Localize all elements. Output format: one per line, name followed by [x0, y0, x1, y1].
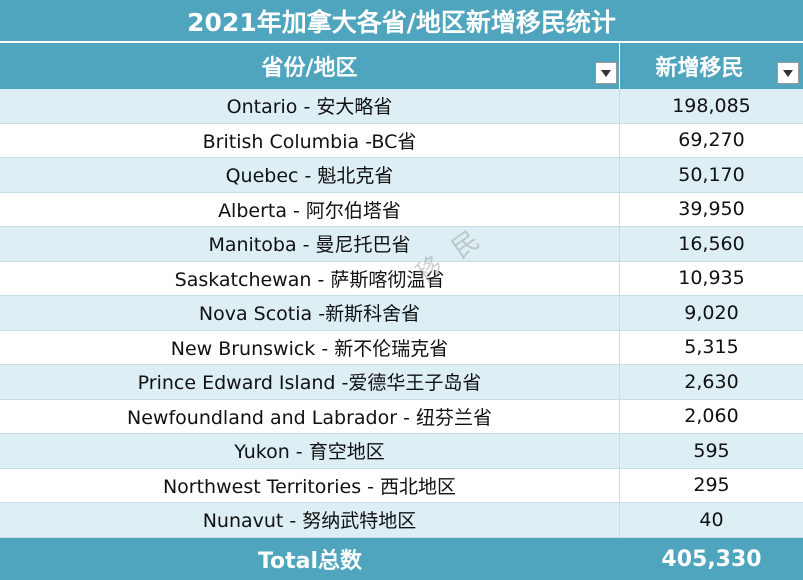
value-cell[interactable]: 50,170 [678, 163, 745, 186]
table-row[interactable]: Alberta - 阿尔伯塔省 39,950 [0, 192, 803, 227]
value-cell[interactable]: 10,935 [678, 267, 745, 290]
region-cell[interactable]: Saskatchewan - 萨斯喀彻温省 [0, 261, 620, 295]
table-row[interactable]: Nunavut - 努纳武特地区 40 [0, 503, 803, 538]
table-title: 2021年加拿大各省/地区新增移民统计 [0, 0, 803, 43]
value-cell[interactable]: 2,060 [684, 405, 739, 428]
region-cell[interactable]: Nova Scotia -新斯科舍省 [0, 296, 620, 330]
value-cell[interactable]: 595 [693, 439, 730, 462]
value-cell[interactable]: 295 [693, 474, 730, 497]
total-row: Total总数 405,330 [0, 538, 803, 580]
region-cell[interactable]: Alberta - 阿尔伯塔省 [0, 192, 620, 226]
region-cell[interactable]: New Brunswick - 新不伦瑞克省 [0, 330, 620, 364]
value-cell[interactable]: 69,270 [678, 129, 745, 152]
value-cell[interactable]: 9,020 [684, 301, 739, 324]
value-cell[interactable]: 5,315 [684, 336, 739, 359]
value-cell[interactable]: 198,085 [672, 94, 751, 117]
table-row[interactable]: Manitoba - 曼尼托巴省 16,560 [0, 227, 803, 262]
total-value: 405,330 [661, 546, 762, 572]
column-header-new-immigrants[interactable]: 新增移民 [620, 43, 803, 89]
value-cell[interactable]: 16,560 [678, 232, 745, 255]
column-header-region-label: 省份/地区 [261, 56, 358, 81]
region-cell[interactable]: Northwest Territories - 西北地区 [0, 468, 620, 502]
table-row[interactable]: Northwest Territories - 西北地区 295 [0, 468, 803, 503]
total-label: Total总数 [257, 549, 363, 574]
table-row[interactable]: British Columbia -BC省 69,270 [0, 123, 803, 158]
table-row[interactable]: Prince Edward Island -爱德华王子岛省 2,630 [0, 365, 803, 400]
region-cell[interactable]: British Columbia -BC省 [0, 123, 620, 157]
region-cell[interactable]: Prince Edward Island -爱德华王子岛省 [0, 365, 620, 399]
region-cell[interactable]: Nunavut - 努纳武特地区 [0, 503, 620, 537]
filter-dropdown-region-icon[interactable] [595, 62, 617, 84]
value-cell[interactable]: 2,630 [684, 370, 739, 393]
region-cell[interactable]: Manitoba - 曼尼托巴省 [0, 227, 620, 261]
table-body: Ontario - 安大略省 198,085 British Columbia -B… [0, 89, 803, 538]
filter-dropdown-new-immigrants-icon[interactable] [777, 62, 799, 84]
value-cell[interactable]: 39,950 [678, 198, 745, 221]
table-row[interactable]: Ontario - 安大略省 198,085 [0, 89, 803, 124]
value-cell[interactable]: 40 [699, 508, 724, 531]
table-row[interactable]: Saskatchewan - 萨斯喀彻温省 10,935 [0, 261, 803, 296]
region-cell[interactable]: Quebec - 魁北克省 [0, 158, 620, 192]
region-cell[interactable]: Ontario - 安大略省 [0, 89, 620, 123]
column-header-new-immigrants-label: 新增移民 [655, 56, 744, 81]
region-cell[interactable]: Newfoundland and Labrador - 纽芬兰省 [0, 399, 620, 433]
table-row[interactable]: Newfoundland and Labrador - 纽芬兰省 2,060 [0, 399, 803, 434]
region-cell[interactable]: Yukon - 育空地区 [0, 434, 620, 468]
table-row[interactable]: Quebec - 魁北克省 50,170 [0, 158, 803, 193]
column-header-region[interactable]: 省份/地区 [0, 43, 620, 89]
table-row[interactable]: Yukon - 育空地区 595 [0, 434, 803, 469]
table-row[interactable]: Nova Scotia -新斯科舍省 9,020 [0, 296, 803, 331]
table-row[interactable]: New Brunswick - 新不伦瑞克省 5,315 [0, 330, 803, 365]
